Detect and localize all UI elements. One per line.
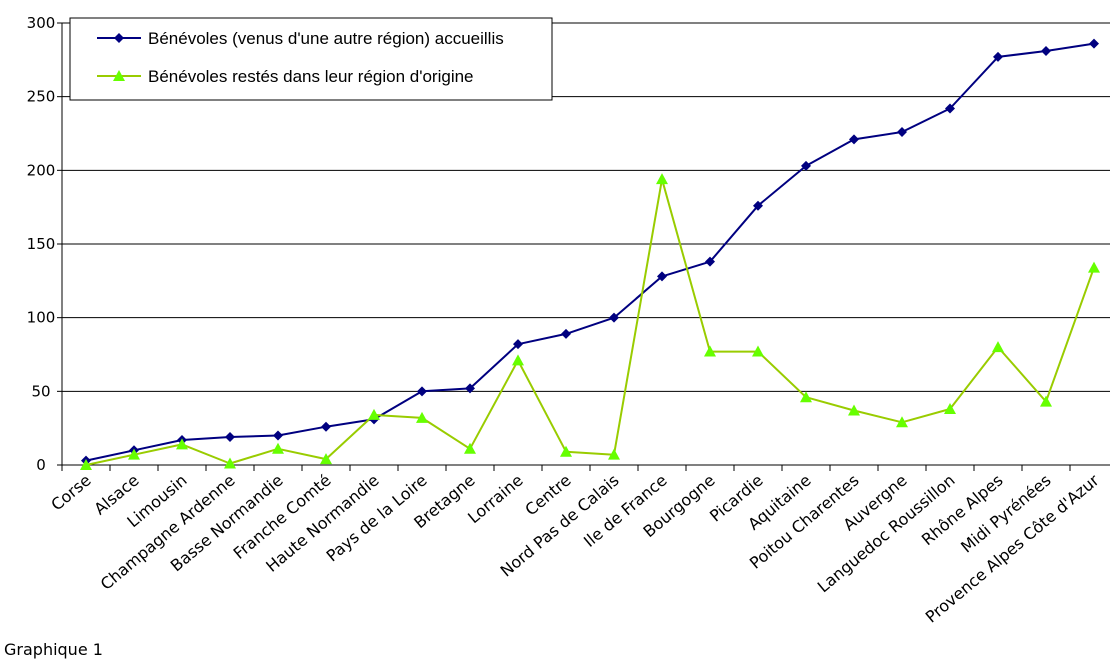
triangle-data-point: [80, 459, 92, 470]
y-tick-label: 300: [27, 14, 56, 32]
diamond-data-point: [1041, 45, 1051, 56]
gridlines: [62, 22, 1110, 392]
legend-diamond-marker: [114, 33, 124, 43]
diamond-data-point: [465, 383, 475, 394]
diamond-data-point: [273, 430, 283, 441]
triangle-data-point: [1040, 395, 1052, 407]
triangle-data-point: [944, 403, 956, 415]
triangle-data-point: [800, 391, 812, 403]
diamond-data-point: [657, 271, 667, 282]
series-layer: [80, 38, 1100, 470]
triangle-data-point: [656, 173, 668, 185]
legend-item-restes: Bénévoles restés dans leur région d'orig…: [97, 67, 474, 86]
diamond-data-point: [993, 51, 1003, 62]
triangle-data-point: [1088, 261, 1100, 273]
triangle-data-point: [992, 341, 1004, 353]
triangle-data-point: [368, 408, 380, 420]
diamond-data-point: [225, 432, 235, 443]
triangle-data-point: [176, 438, 188, 450]
triangle-data-point: [224, 457, 236, 469]
triangle-data-point: [560, 445, 572, 457]
triangle-data-point: [320, 453, 332, 465]
diamond-data-point: [753, 200, 763, 211]
y-axis-tick-labels: 0 50 100 150 200 250 300: [27, 14, 56, 474]
diamond-data-point: [609, 312, 619, 323]
y-tick-label: 100: [27, 309, 56, 327]
diamond-data-point: [561, 328, 571, 339]
diamond-data-point: [849, 134, 859, 145]
diamond-data-point: [705, 256, 715, 267]
diamond-data-point: [513, 339, 523, 350]
legend: Bénévoles (venus d'une autre région) acc…: [69, 17, 553, 101]
legend-triangle-marker: [113, 70, 125, 81]
triangle-data-point: [512, 354, 524, 366]
triangle-data-point: [416, 411, 428, 423]
triangle-data-point: [464, 442, 476, 454]
diamond-data-point: [1089, 38, 1099, 49]
y-tick-label: 200: [27, 161, 56, 179]
legend-label: Bénévoles (venus d'une autre région) acc…: [148, 29, 504, 48]
y-tick-label: 150: [27, 235, 56, 253]
axes: [57, 22, 1110, 471]
triangle-data-point: [128, 448, 140, 460]
y-tick-label: 50: [31, 382, 50, 400]
diamond-data-point: [417, 386, 427, 397]
triangle-data-point: [704, 345, 716, 357]
y-tick-label: 250: [27, 88, 56, 106]
diamond-data-point: [897, 127, 907, 138]
triangle-data-point: [848, 404, 860, 416]
diamond-data-point: [945, 103, 955, 114]
legend-label: Bénévoles restés dans leur région d'orig…: [148, 67, 474, 86]
diamond-data-point: [321, 421, 331, 432]
legend-box: [69, 17, 553, 101]
triangle-data-point: [272, 442, 284, 454]
triangle-data-point: [752, 345, 764, 357]
diamond-data-point: [801, 160, 811, 171]
series-line-1: [85, 178, 1095, 466]
legend-item-accueillis: Bénévoles (venus d'une autre région) acc…: [97, 29, 504, 48]
triangle-data-point: [608, 448, 620, 460]
triangle-data-point: [896, 416, 908, 428]
figure-caption: Graphique 1: [4, 640, 103, 659]
y-tick-label: 0: [36, 456, 46, 474]
series-line-0: [85, 42, 1095, 462]
